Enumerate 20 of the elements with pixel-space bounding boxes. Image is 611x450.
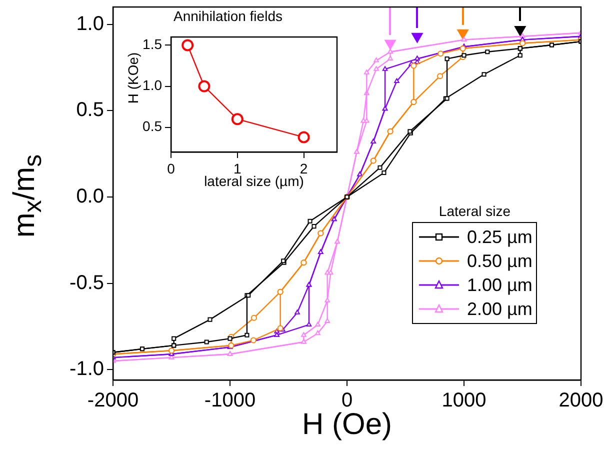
- legend-label: 1.00 µm: [467, 274, 532, 297]
- y-tick-label: 1.5: [142, 36, 162, 52]
- y-tick-label: 1.0: [142, 77, 162, 94]
- y-tick-label: 1.0: [76, 12, 104, 35]
- legend-title: Lateral size: [438, 203, 512, 219]
- legend-label: 0.25 µm: [467, 226, 532, 249]
- x-tick-label: 0: [167, 160, 176, 176]
- x-tick-label: -2000: [87, 390, 139, 412]
- x-tick-label: 1000: [442, 390, 486, 412]
- legend-label: 0.50 µm: [467, 250, 532, 273]
- y-tick-label: -0.5: [70, 272, 104, 294]
- y-tick-label: 0.5: [76, 99, 104, 122]
- legend-label: 2.00 µm: [467, 298, 532, 321]
- y-axis-title: H (KOe): [125, 52, 141, 104]
- y-tick-label: 0.0: [76, 185, 104, 208]
- x-tick-label: 2000: [558, 390, 604, 412]
- x-tick-label: -1000: [204, 390, 256, 412]
- y-tick-label: -1.0: [70, 358, 104, 380]
- y-tick-label: 0.5: [142, 118, 162, 134]
- chart-title: Annihilation fields: [174, 8, 282, 24]
